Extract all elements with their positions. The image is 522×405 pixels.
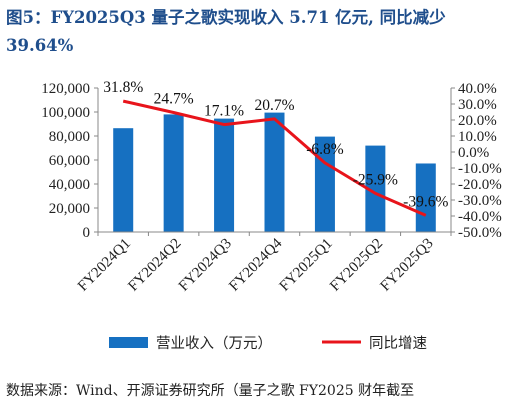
x-tick-label: FY2025Q3 xyxy=(378,236,437,295)
growth-labels: 31.8% 24.7% 17.1% 20.7% -6.8% -25.9% -39.6% xyxy=(103,79,448,210)
revenue-bars xyxy=(113,112,436,232)
left-tick-label: 60,000 xyxy=(49,153,90,169)
left-tick-label: 120,000 xyxy=(41,81,90,97)
growth-data-label: 31.8% xyxy=(103,79,143,96)
x-tick-label: FY2024Q3 xyxy=(176,236,235,295)
growth-line xyxy=(122,99,427,217)
right-axis: -50.0%-40.0%-30.0%-20.0%-10.0%0.0%10.0%2… xyxy=(450,81,502,241)
x-tick-label: FY2025Q2 xyxy=(327,236,386,295)
legend-bar-label: 营业收入（万元） xyxy=(156,335,272,352)
right-tick-label: 20.0% xyxy=(458,113,497,129)
revenue-bar xyxy=(113,128,134,232)
revenue-bar xyxy=(163,114,184,232)
growth-data-label: -6.8% xyxy=(306,141,344,158)
right-tick-label: 10.0% xyxy=(458,129,497,145)
growth-data-label: 20.7% xyxy=(254,97,294,114)
revenue-bar xyxy=(264,112,285,232)
x-axis: FY2024Q1FY2024Q2FY2024Q3FY2024Q4FY2025Q1… xyxy=(75,231,452,295)
legend: 营业收入（万元） 同比增速 xyxy=(109,335,427,352)
left-axis: 0 20,000 40,000 60,000 80,000 100,000 120,000 xyxy=(41,81,99,241)
growth-data-label: 17.1% xyxy=(204,103,244,120)
growth-data-label: -25.9% xyxy=(353,171,398,188)
right-tick-label: 30.0% xyxy=(458,97,497,113)
left-tick-label: 40,000 xyxy=(49,177,90,193)
left-tick-label: 100,000 xyxy=(41,105,90,121)
legend-line-label: 同比增速 xyxy=(369,335,427,352)
right-tick-label: -10.0% xyxy=(458,161,502,177)
revenue-bar xyxy=(415,163,436,232)
left-tick-label: 0 xyxy=(83,225,91,241)
x-tick-label: FY2024Q4 xyxy=(226,235,285,294)
left-tick-label: 20,000 xyxy=(49,201,90,217)
right-tick-label: -50.0% xyxy=(458,225,502,241)
right-tick-label: -40.0% xyxy=(458,209,502,225)
right-tick-label: 40.0% xyxy=(458,81,497,97)
x-tick-label: FY2024Q2 xyxy=(125,236,184,295)
growth-data-label: -39.6% xyxy=(403,193,448,210)
figure-title: 图5：FY2025Q3 量子之歌实现收入 5.71 亿元, 同比减少 39.64… xyxy=(6,8,446,55)
x-tick-label: FY2025Q1 xyxy=(277,236,336,295)
right-tick-label: -20.0% xyxy=(458,177,502,193)
right-tick-label: -30.0% xyxy=(458,193,502,209)
legend-bar-swatch xyxy=(109,337,148,348)
revenue-bar xyxy=(214,118,235,232)
right-tick-label: 0.0% xyxy=(458,145,489,161)
revenue-bar xyxy=(365,145,386,232)
growth-line-path xyxy=(122,99,427,217)
growth-data-label: 24.7% xyxy=(154,90,194,107)
x-tick-label: FY2024Q1 xyxy=(75,236,134,295)
left-tick-label: 80,000 xyxy=(49,129,90,145)
source-note: 数据来源：Wind、开源证券研究所（量子之歌 FY2025 财年截至 xyxy=(6,383,415,399)
